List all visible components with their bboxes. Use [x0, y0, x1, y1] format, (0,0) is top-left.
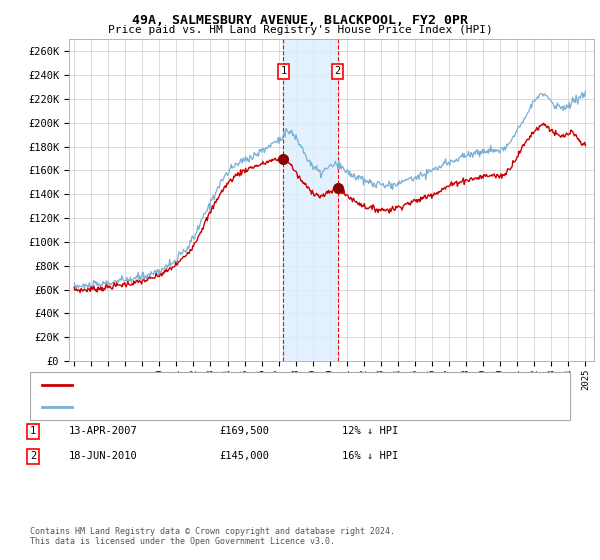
Text: 49A, SALMESBURY AVENUE, BLACKPOOL, FY2 0PR: 49A, SALMESBURY AVENUE, BLACKPOOL, FY2 0…	[132, 14, 468, 27]
Text: 49A, SALMESBURY AVENUE, BLACKPOOL, FY2 0PR (detached house): 49A, SALMESBURY AVENUE, BLACKPOOL, FY2 0…	[78, 380, 447, 390]
Bar	[283, 39, 338, 361]
Text: 1: 1	[30, 426, 36, 436]
Text: 2: 2	[335, 67, 341, 76]
Text: 18-JUN-2010: 18-JUN-2010	[69, 451, 138, 461]
Text: 12% ↓ HPI: 12% ↓ HPI	[342, 426, 398, 436]
Text: 16% ↓ HPI: 16% ↓ HPI	[342, 451, 398, 461]
Text: 2: 2	[30, 451, 36, 461]
Text: HPI: Average price, detached house, Blackpool: HPI: Average price, detached house, Blac…	[78, 402, 359, 412]
Text: £145,000: £145,000	[219, 451, 269, 461]
Text: Contains HM Land Registry data © Crown copyright and database right 2024.
This d: Contains HM Land Registry data © Crown c…	[30, 526, 395, 546]
Text: £169,500: £169,500	[219, 426, 269, 436]
Text: 13-APR-2007: 13-APR-2007	[69, 426, 138, 436]
Text: Price paid vs. HM Land Registry's House Price Index (HPI): Price paid vs. HM Land Registry's House …	[107, 25, 493, 35]
Text: 1: 1	[280, 67, 287, 76]
